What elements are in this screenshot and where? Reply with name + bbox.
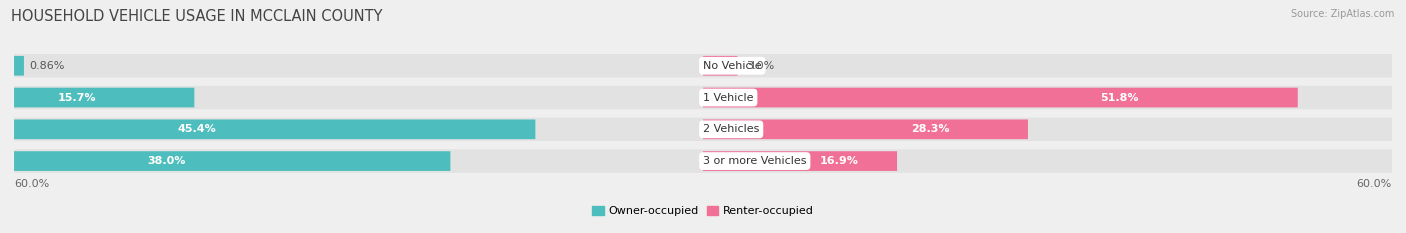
- FancyBboxPatch shape: [703, 88, 1298, 107]
- Text: 0.86%: 0.86%: [30, 61, 65, 71]
- FancyBboxPatch shape: [14, 54, 1392, 78]
- FancyBboxPatch shape: [703, 151, 897, 171]
- FancyBboxPatch shape: [703, 120, 1028, 139]
- Text: 60.0%: 60.0%: [14, 178, 49, 188]
- FancyBboxPatch shape: [14, 86, 1392, 109]
- Text: 51.8%: 51.8%: [1099, 93, 1139, 103]
- Text: Source: ZipAtlas.com: Source: ZipAtlas.com: [1291, 9, 1395, 19]
- Legend: Owner-occupied, Renter-occupied: Owner-occupied, Renter-occupied: [588, 202, 818, 221]
- Text: 3 or more Vehicles: 3 or more Vehicles: [703, 156, 807, 166]
- Text: 38.0%: 38.0%: [148, 156, 186, 166]
- FancyBboxPatch shape: [703, 56, 738, 76]
- FancyBboxPatch shape: [14, 120, 536, 139]
- Text: 60.0%: 60.0%: [1357, 178, 1392, 188]
- FancyBboxPatch shape: [14, 56, 24, 76]
- Text: 15.7%: 15.7%: [58, 93, 97, 103]
- Text: No Vehicle: No Vehicle: [703, 61, 762, 71]
- Text: 16.9%: 16.9%: [820, 156, 858, 166]
- Text: 1 Vehicle: 1 Vehicle: [703, 93, 754, 103]
- Text: 2 Vehicles: 2 Vehicles: [703, 124, 759, 134]
- FancyBboxPatch shape: [14, 151, 450, 171]
- FancyBboxPatch shape: [14, 149, 1392, 173]
- FancyBboxPatch shape: [14, 88, 194, 107]
- Text: HOUSEHOLD VEHICLE USAGE IN MCCLAIN COUNTY: HOUSEHOLD VEHICLE USAGE IN MCCLAIN COUNT…: [11, 9, 382, 24]
- FancyBboxPatch shape: [14, 118, 1392, 141]
- Text: 28.3%: 28.3%: [911, 124, 949, 134]
- Text: 3.0%: 3.0%: [747, 61, 775, 71]
- Text: 45.4%: 45.4%: [177, 124, 217, 134]
